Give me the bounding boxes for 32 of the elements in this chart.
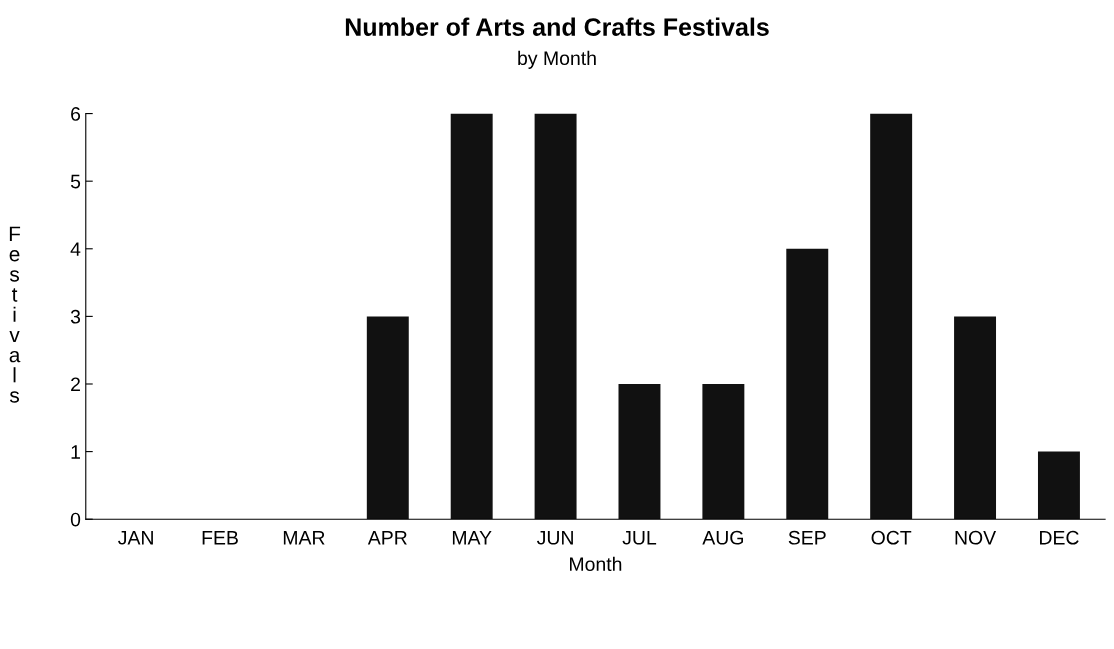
bar xyxy=(366,316,409,520)
y-tick-label: 2 xyxy=(71,377,80,392)
chart-title: Number of Arts and Crafts Festivals xyxy=(345,17,769,36)
x-tick-label: NOV xyxy=(955,530,997,545)
x-tick-label: MAY xyxy=(452,531,492,545)
x-tick-label: SEP xyxy=(788,530,826,545)
y-tick-label: 4 xyxy=(70,242,81,256)
x-tick-label: JUL xyxy=(622,531,657,545)
x-tick-label: JAN xyxy=(118,531,153,545)
y-tick-label: 0 xyxy=(70,512,81,527)
bar xyxy=(1037,451,1080,520)
y-tick-label: 3 xyxy=(70,309,81,324)
x-tick-label: APR xyxy=(367,531,407,545)
bar xyxy=(618,383,661,520)
x-tick-label: FEB xyxy=(202,531,238,545)
y-tick-label: 1 xyxy=(71,445,80,459)
bar xyxy=(870,113,913,520)
x-tick-label: OCT xyxy=(871,530,912,545)
y-tick-label: 5 xyxy=(70,174,81,189)
bar xyxy=(702,383,745,520)
x-tick-label: AUG xyxy=(702,530,743,545)
text: Festivals xyxy=(9,226,21,403)
x-axis-title: Month xyxy=(570,556,622,572)
chart-subtitle: by Month xyxy=(518,50,596,69)
y-tick-label: 6 xyxy=(71,107,81,121)
bar xyxy=(954,316,997,520)
bar xyxy=(450,113,493,520)
bar xyxy=(534,113,577,520)
x-tick-label: MAR xyxy=(283,531,325,545)
bar xyxy=(786,248,829,520)
x-tick-label: DEC xyxy=(1040,530,1079,545)
x-tick-label: JUN xyxy=(536,531,573,545)
